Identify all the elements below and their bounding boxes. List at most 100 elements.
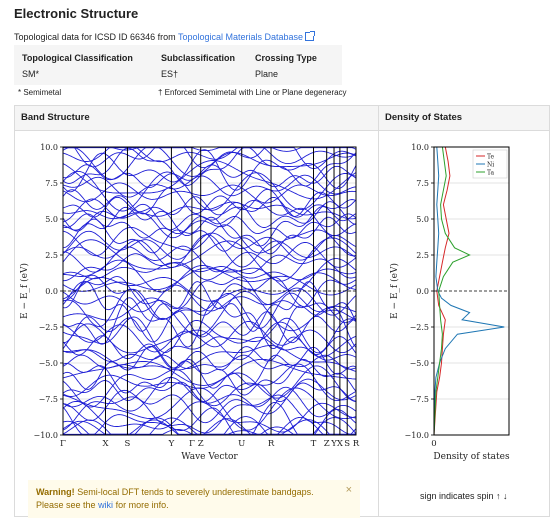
- page-title: Electronic Structure: [14, 6, 139, 21]
- subclassification-header: Subclassification: [161, 53, 236, 63]
- external-link-icon[interactable]: [305, 31, 316, 41]
- dos-y-tick-label: 0.0: [416, 287, 429, 296]
- band-x-tick-label: U: [238, 439, 245, 449]
- band-line: [62, 242, 357, 273]
- band-line: [62, 149, 357, 193]
- band-line: [62, 321, 357, 361]
- band-x-tick-label: Γ: [60, 439, 66, 449]
- band-y-tick-label: −7.5: [39, 395, 58, 404]
- band-line: [62, 394, 357, 435]
- band-line: [62, 288, 357, 329]
- band-line: [62, 224, 357, 257]
- dos-y-tick-label: −5.0: [410, 359, 429, 368]
- band-x-tick-label: Z: [324, 439, 330, 449]
- warning-line2-pre: Please see the: [36, 500, 96, 510]
- band-line: [63, 386, 357, 424]
- dos-y-tick-label: 2.5: [416, 251, 429, 260]
- band-line: [62, 297, 357, 350]
- band-line: [62, 147, 357, 187]
- band-x-tick-label: X: [337, 439, 344, 449]
- dos-legend-label: Ni: [487, 162, 494, 169]
- dos-x-axis-label: Density of states: [433, 452, 510, 462]
- classification-table: Topological Classification Subclassifica…: [14, 45, 342, 85]
- dos-series-ta: [433, 146, 471, 436]
- band-y-axis-label: E − E_f (eV): [19, 263, 30, 319]
- dos-legend-label: Te: [487, 154, 495, 161]
- band-line: [62, 316, 357, 354]
- band-line: [62, 401, 357, 435]
- topological-classification-value: SM*: [22, 69, 40, 79]
- band-line: [62, 262, 357, 281]
- wiki-link[interactable]: wiki: [98, 500, 114, 510]
- warning-label: Warning!: [36, 487, 75, 497]
- dos-x-tick-label: 0: [431, 439, 436, 449]
- band-line: [62, 400, 357, 433]
- band-y-tick-label: 2.5: [45, 251, 58, 260]
- band-line: [63, 258, 357, 293]
- dos-y-tick-label: 5.0: [416, 215, 429, 224]
- warning-line2-post: for more info.: [115, 500, 169, 510]
- band-y-tick-label: 5.0: [45, 215, 58, 224]
- dos-chart: 10.0 7.5 5.0 2.5 0.0 −2.5 −5.0 −7.5 −10.00 Densit…: [389, 143, 510, 462]
- dos-panel: Density of States 10.0 7.5 5.0 2.5 0.0 −2.5 −5…: [378, 105, 550, 517]
- band-y-tick-label: −10.0: [33, 431, 58, 440]
- semimetal-note: * Semimetal: [18, 88, 62, 97]
- dos-legend-label: Ta: [487, 170, 495, 177]
- enforced-semimetal-note: † Enforced Semimetal with Line or Plane …: [158, 88, 347, 97]
- band-line: [62, 291, 357, 337]
- topology-source-text: Topological data for ICSD ID 66346 from: [14, 32, 176, 42]
- band-y-tick-label: 0.0: [45, 287, 58, 296]
- band-line: [62, 416, 357, 435]
- band-line: [62, 196, 357, 218]
- band-line: [62, 267, 357, 296]
- band-line: [62, 358, 357, 396]
- band-y-tick-label: 7.5: [45, 179, 58, 188]
- dft-warning: Warning! Semi-local DFT tends to severel…: [28, 480, 360, 518]
- band-line: [62, 363, 357, 408]
- band-x-axis-label: Wave Vector: [181, 452, 238, 462]
- band-line: [63, 147, 357, 169]
- band-x-tick-label: S: [344, 439, 350, 449]
- band-line: [62, 160, 357, 200]
- band-line: [62, 387, 357, 431]
- band-line: [62, 276, 357, 309]
- band-line: [62, 376, 357, 415]
- band-x-tick-label: Z: [198, 439, 204, 449]
- close-icon[interactable]: ×: [345, 484, 352, 496]
- band-x-tick-label: T: [311, 439, 317, 449]
- dos-series-te: [433, 146, 451, 436]
- dos-y-tick-label: −2.5: [410, 323, 429, 332]
- dos-y-tick-label: 7.5: [416, 179, 429, 188]
- band-y-tick-label: 10.0: [40, 143, 58, 152]
- dos-y-tick-label: −10.0: [404, 431, 429, 440]
- band-line: [63, 253, 357, 282]
- band-y-tick-label: −5.0: [39, 359, 58, 368]
- band-line: [62, 365, 357, 402]
- band-x-tick-label: Y: [168, 439, 175, 449]
- dos-y-tick-label: 10.0: [411, 143, 429, 152]
- topological-classification-header: Topological Classification: [22, 53, 133, 63]
- topological-materials-database-link[interactable]: Topological Materials Database: [177, 32, 304, 42]
- band-line: [62, 216, 357, 255]
- band-x-tick-label: R: [268, 439, 275, 449]
- band-x-tick-label: R: [353, 439, 360, 449]
- band-line: [62, 230, 357, 261]
- band-line: [62, 187, 357, 217]
- dos-y-axis-label: E − E_f (eV): [389, 263, 400, 319]
- band-x-tick-label: S: [125, 439, 131, 449]
- band-line: [62, 201, 357, 232]
- band-line: [62, 281, 357, 332]
- band-x-tick-label: Y: [330, 439, 337, 449]
- spin-note: sign indicates spin ↑ ↓: [420, 491, 508, 501]
- subclassification-value: ES†: [161, 69, 179, 79]
- dos-title: Density of States: [379, 106, 549, 131]
- band-x-tick-label: Γ: [189, 439, 195, 449]
- dos-y-tick-label: −7.5: [410, 395, 429, 404]
- band-structure-panel: Band Structure 10.0 7.5 5.0 2.5 0.0 −2.5 −5.0 −…: [14, 105, 380, 517]
- warning-text: Semi-local DFT tends to severely underes…: [77, 487, 314, 497]
- crossing-type-value: Plane: [255, 69, 279, 79]
- topology-source-line: Topological data for ICSD ID 66346 from …: [14, 31, 316, 42]
- band-line: [62, 380, 357, 403]
- band-line: [62, 272, 357, 302]
